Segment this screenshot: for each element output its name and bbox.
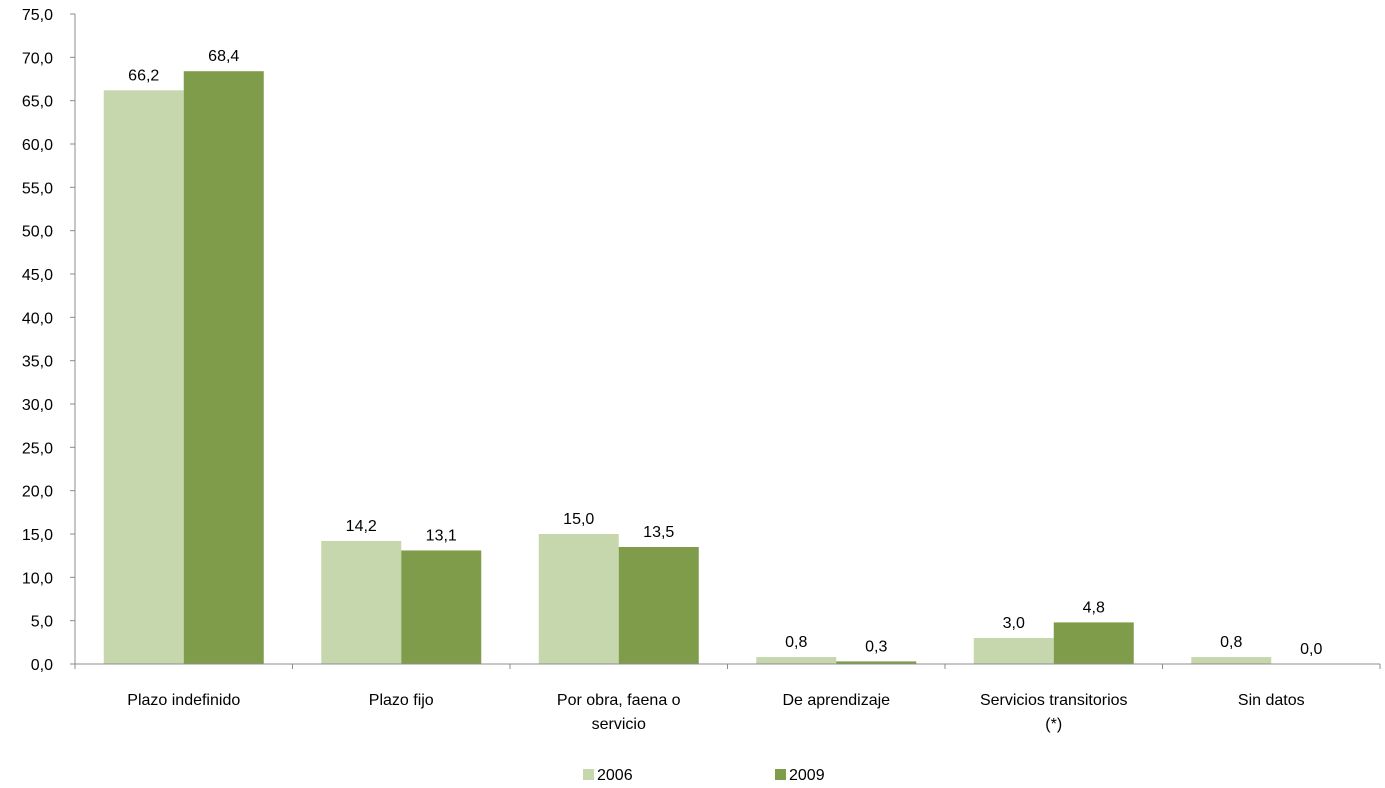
x-tick-label: Servicios transitorios: [980, 692, 1128, 709]
x-tick-label: Sin datos: [1238, 692, 1305, 709]
y-tick-label: 10,0: [22, 570, 53, 587]
y-tick-label: 60,0: [22, 137, 53, 154]
data-label: 68,4: [208, 48, 239, 65]
y-tick-label: 70,0: [22, 50, 53, 67]
bar-2006: [538, 534, 619, 664]
data-label: 0,3: [865, 638, 887, 655]
bar-2006: [973, 638, 1054, 664]
y-tick-label: 35,0: [22, 354, 53, 371]
legend: 2006 2009: [583, 767, 825, 784]
y-tick-label: 75,0: [22, 7, 53, 24]
data-label: 15,0: [563, 511, 594, 528]
bar-2009: [183, 71, 264, 664]
y-tick-label: 55,0: [22, 180, 53, 197]
data-labels: 66,2 68,4 14,2 13,1 15,0 13,5 0,8 0,3 3,0 4,8 0,8 0…: [128, 48, 1322, 658]
data-label: 13,5: [643, 524, 674, 541]
legend-label-2006: 2006: [597, 767, 633, 784]
data-label: 14,2: [346, 518, 377, 535]
legend-swatch-2009: [775, 769, 786, 780]
bars: [103, 71, 1272, 665]
y-tick-label: 0,0: [31, 657, 53, 674]
bar-2009: [1053, 622, 1134, 664]
data-label: 0,8: [1220, 634, 1242, 651]
x-tick-label: Plazo indefinido: [127, 692, 240, 709]
x-axis-labels: Plazo indefinido Plazo fijo Por obra, faen…: [127, 692, 1304, 733]
y-axis-ticks: 0,0 5,0 10,0 15,0 20,0 25,0 30,0 35,0 40,0 45,0 50…: [22, 7, 1381, 674]
data-label: 13,1: [426, 527, 457, 544]
y-tick-label: 65,0: [22, 94, 53, 111]
bar-2009: [401, 550, 482, 664]
bar-2006: [1191, 657, 1272, 664]
y-tick-label: 45,0: [22, 267, 53, 284]
bar-2006: [756, 657, 837, 664]
x-tick-label: (*): [1045, 716, 1062, 733]
bar-2006: [321, 540, 402, 664]
x-tick-label: De aprendizaje: [782, 692, 890, 709]
y-tick-label: 30,0: [22, 397, 53, 414]
data-label: 3,0: [1003, 615, 1025, 632]
y-tick-label: 5,0: [31, 614, 53, 631]
y-tick-label: 40,0: [22, 310, 53, 327]
legend-label-2009: 2009: [789, 767, 825, 784]
data-label: 0,8: [785, 634, 807, 651]
data-label: 66,2: [128, 67, 159, 84]
y-tick-label: 15,0: [22, 527, 53, 544]
y-tick-label: 50,0: [22, 224, 53, 241]
y-tick-label: 20,0: [22, 484, 53, 501]
bar-2009: [836, 661, 917, 664]
y-tick-label: 25,0: [22, 440, 53, 457]
legend-swatch-2006: [583, 769, 594, 780]
bar-2009: [618, 547, 699, 664]
bar-2006: [103, 90, 184, 665]
data-label: 0,0: [1300, 641, 1322, 658]
x-tick-label: Por obra, faena o: [557, 692, 681, 709]
data-label: 4,8: [1083, 599, 1105, 616]
x-tick-label: Plazo fijo: [369, 692, 434, 709]
x-tick-label: servicio: [592, 716, 646, 733]
